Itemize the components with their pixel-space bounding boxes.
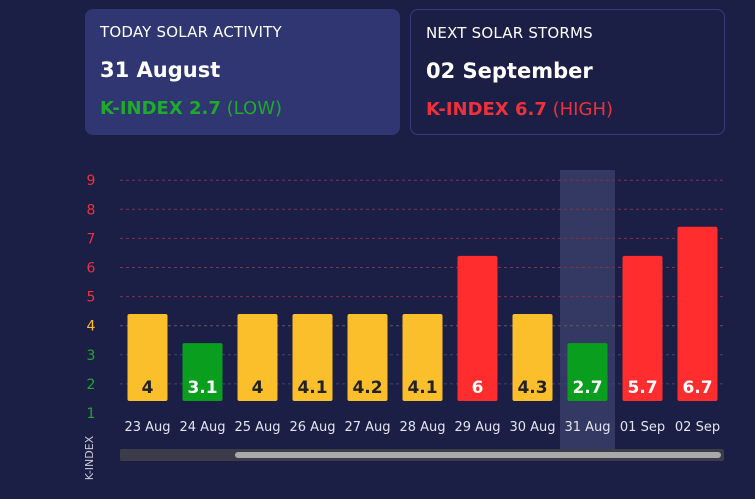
- bar: [347, 314, 388, 401]
- bar-value-label: 4.1: [407, 378, 437, 398]
- today-kindex-level: (LOW): [226, 98, 283, 119]
- x-tick-label: 26 Aug: [289, 420, 335, 435]
- x-tick-label: 23 Aug: [124, 420, 170, 435]
- y-tick-label: 4: [87, 319, 96, 335]
- y-axis-label: K-INDEX: [83, 435, 96, 480]
- bar-value-label: 4.1: [297, 378, 327, 398]
- bar-value-label: 3.1: [187, 378, 217, 398]
- bar-value-label: 4: [252, 378, 264, 398]
- bar: [457, 255, 498, 401]
- y-tick-label: 2: [87, 377, 96, 393]
- bar-value-label: 2.7: [572, 378, 602, 398]
- bar: [292, 314, 333, 401]
- next-storm-kindex-value: K-INDEX 6.7: [426, 99, 547, 120]
- bar-value-label: 5.7: [627, 378, 657, 398]
- x-tick-label: 25 Aug: [234, 420, 280, 435]
- bar: [402, 314, 443, 401]
- x-tick-label: 30 Aug: [509, 420, 555, 435]
- chart-scrollbar-thumb[interactable]: [235, 452, 721, 458]
- x-tick-label: 28 Aug: [399, 420, 445, 435]
- bar: [127, 314, 168, 401]
- today-activity-card: TODAY SOLAR ACTIVITY 31 August K-INDEX 2…: [85, 9, 400, 135]
- bar-value-label: 4: [142, 378, 154, 398]
- today-kindex: K-INDEX 2.7 (LOW): [100, 98, 385, 119]
- bar-value-label: 4.2: [352, 378, 382, 398]
- next-storms-card[interactable]: NEXT SOLAR STORMS 02 September K-INDEX 6…: [410, 9, 725, 135]
- x-tick-label: 29 Aug: [454, 420, 500, 435]
- bar: [182, 343, 223, 401]
- bar: [622, 255, 663, 401]
- y-tick-label: 3: [87, 348, 96, 364]
- chart-scrollbar[interactable]: [120, 449, 724, 461]
- highlight-column: [560, 170, 615, 450]
- today-activity-title: TODAY SOLAR ACTIVITY: [100, 23, 282, 41]
- y-tick-label: 9: [87, 173, 96, 189]
- next-storms-title: NEXT SOLAR STORMS: [426, 24, 593, 42]
- bar: [567, 343, 608, 401]
- bar-value-label: 6: [472, 378, 484, 398]
- x-tick-label: 31 Aug: [564, 420, 610, 435]
- next-storm-kindex: K-INDEX 6.7 (HIGH): [426, 99, 709, 120]
- bar: [237, 314, 278, 401]
- x-tick-label: 02 Sep: [675, 420, 720, 435]
- today-kindex-value: K-INDEX 2.7: [100, 98, 221, 119]
- next-storm-date: 02 September: [426, 59, 593, 83]
- x-tick-label: 01 Sep: [620, 420, 665, 435]
- y-tick-label: 6: [87, 261, 96, 277]
- x-tick-label: 27 Aug: [344, 420, 390, 435]
- bar: [677, 226, 718, 401]
- y-tick-label: 7: [87, 231, 96, 247]
- y-tick-label: 1: [87, 406, 96, 422]
- today-date: 31 August: [100, 58, 221, 82]
- y-tick-label: 8: [87, 202, 96, 218]
- bar-value-label: 6.7: [682, 378, 712, 398]
- bar: [512, 314, 553, 401]
- next-storm-kindex-level: (HIGH): [552, 99, 613, 120]
- x-tick-label: 24 Aug: [179, 420, 225, 435]
- bar-value-label: 4.3: [517, 378, 547, 398]
- y-tick-label: 5: [87, 290, 96, 306]
